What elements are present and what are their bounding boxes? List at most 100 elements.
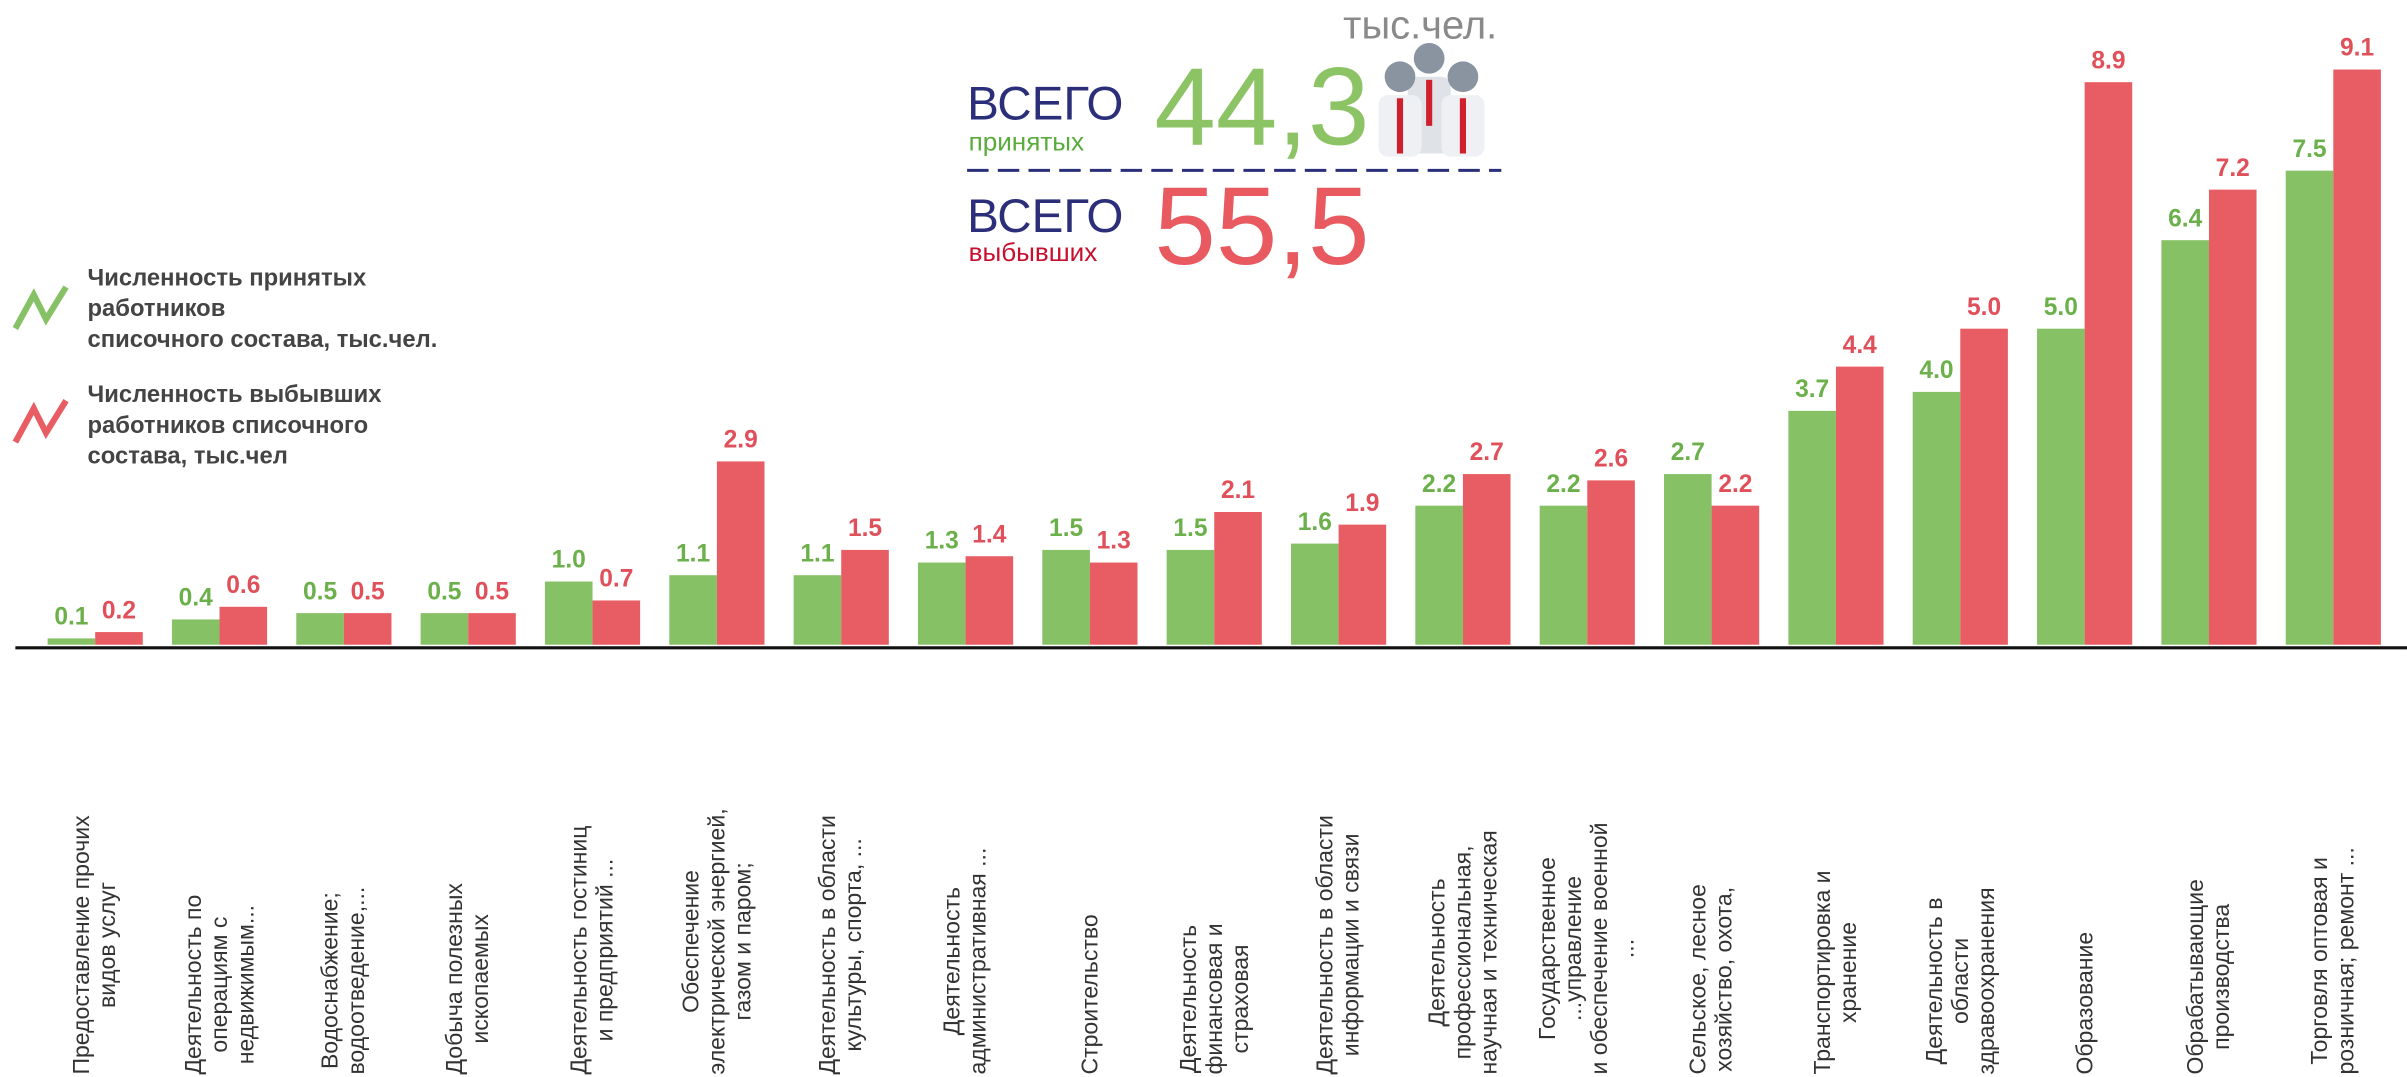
legend-entry: Численность выбывших работников списочно… [87,382,382,470]
x-tick-label-text: Деятельность по операциям с недвижимым..… [180,894,259,1075]
x-tick-label-box: Строительство [1029,768,1152,1075]
value-label: 0.5 [475,578,509,605]
legend-icon [12,399,69,444]
x-tick-label: Государственное ...управление и обеспече… [1526,768,1649,1075]
x-tick-label-text: Деятельность в области культуры, спорта,… [815,815,868,1075]
x-tick-label-box: Деятельность профессиональная, научная и… [1402,768,1525,1075]
value-label: 1.3 [1097,528,1131,555]
total-sublabel: принятых [969,126,1084,156]
bar [47,638,96,645]
bar [841,549,889,645]
x-tick-label-text: Водоснабжение; водоотведение,... [317,886,370,1075]
value-label: 4.4 [1843,332,1877,359]
value-label: 1.4 [972,521,1006,548]
legend-icon [12,285,69,330]
bar [420,613,469,645]
bar [716,461,765,645]
x-tick-label-box: Государственное ...управление и обеспече… [1526,768,1649,1075]
x-tick-label-box: Транспортировка и хранение [1775,768,1898,1074]
value-label: 0.7 [599,566,633,593]
bar [965,556,1014,645]
x-tick-label-text: Деятельность в области здравоохранения [1921,887,2000,1075]
bar [669,575,717,645]
bar [468,613,516,645]
bar [2084,82,2133,645]
value-label: 2.2 [1718,471,1752,498]
legend-entry: Численность принятых работников списочно… [87,265,438,354]
bar [1711,505,1760,645]
bar [343,613,392,645]
x-tick-label-text: Образование [2071,931,2098,1075]
legend-text: Численность принятых работников списочно… [87,265,438,354]
value-label: 2.7 [1671,439,1705,466]
value-label: 4.0 [1919,357,1953,384]
bar [1835,366,1884,645]
x-tick-label-text: Строительство [1076,914,1103,1075]
value-label: 0.2 [102,597,136,624]
x-tick-label: Образование [2023,768,2146,1075]
total-label: ВСЕГО [967,190,1123,243]
x-tick-label: Добыча полезных ископаемых [407,768,530,1074]
x-tick-label: Деятельность профессиональная, научная и… [1402,768,1525,1075]
value-label: 2.6 [1594,446,1628,473]
x-tick-label-text: Деятельность гостиниц и предприятий ... [566,825,619,1075]
value-label: 1.1 [800,540,834,567]
value-label: 6.4 [2168,205,2202,232]
bar [2208,189,2257,645]
total-value: 44,3 [1154,45,1369,168]
x-tick-label: Деятельность в области культуры, спорта,… [815,815,868,1075]
x-tick-label-text: Обрабатывающие производства [2182,879,2236,1075]
total-label: ВСЕГО [967,78,1123,131]
x-tick-label-box: Деятельность финансовая и страховая [1153,768,1276,1074]
x-tick-label: Обрабатывающие производства [2148,768,2271,1075]
legend-text: Численность выбывших работников списочно… [87,382,382,470]
people-icon [1378,42,1485,157]
x-tick-label-box: Образование [2023,768,2146,1075]
x-tick-label-text: Сельское, лесное хозяйство, охота, [1685,884,1738,1075]
value-label: 1.5 [848,515,882,542]
x-tick-label: Строительство [1029,768,1152,1075]
bar [1089,562,1138,645]
x-tick-label: Торговля оптовая и розничная; ремонт ... [2272,768,2395,1074]
x-tick-label: Сельское, лесное хозяйство, охота, [1685,884,1738,1075]
value-label: 1.0 [552,547,586,574]
x-tick-label-text: Предоставление прочих видов услуг [69,815,122,1075]
bar [171,619,220,645]
bar [2285,170,2334,645]
x-tick-label: Обеспечение электрической энергией, газо… [678,808,756,1074]
bar [1214,511,1262,645]
value-label: 9.1 [2340,35,2374,62]
bar [1664,474,1712,645]
value-label: 1.3 [925,528,959,555]
x-tick-label-box: Деятельность в области информации и связ… [1277,768,1400,1074]
x-tick-label: Деятельность в области здравоохранения [1899,768,2022,1075]
bar [1462,474,1511,645]
x-tick-label-box: Торговля оптовая и розничная; ремонт ... [2272,768,2395,1074]
unit: тыс.чел. [1343,3,1497,47]
value-label: 1.9 [1345,490,1379,517]
x-tick-label: Деятельность гостиниц и предприятий ... [566,825,619,1075]
x-tick-label-text: Государственное ...управление и обеспече… [1535,822,1640,1075]
value-label: 2.2 [1546,471,1580,498]
value-label: 2.1 [1221,477,1255,504]
x-tick-label-box: Деятельность по операциям с недвижимым..… [158,768,281,1075]
value-label: 0.4 [179,585,213,612]
bar [1415,505,1463,645]
bar [592,600,641,645]
bar [2037,328,2085,645]
value-label: 1.5 [1049,515,1083,542]
bar [1587,480,1635,645]
bar [544,581,593,645]
value-label: 1.1 [676,540,710,567]
x-tick-label-box: Предоставление прочих видов услуг [34,768,157,1075]
x-tick-label: Предоставление прочих видов услуг [34,768,157,1075]
x-tick-label-text: Деятельность профессиональная, научная и… [1423,830,1503,1075]
x-tick-label-box: Добыча полезных ископаемых [407,768,530,1074]
bar [1539,505,1588,645]
x-tick-label-box: Деятельность в области здравоохранения [1899,768,2022,1075]
value-label: 0.5 [351,578,385,605]
value-label: 7.5 [2292,136,2326,163]
x-tick-label-box: Обрабатывающие производства [2148,768,2271,1075]
bar [917,562,966,645]
bar [1960,328,2008,645]
